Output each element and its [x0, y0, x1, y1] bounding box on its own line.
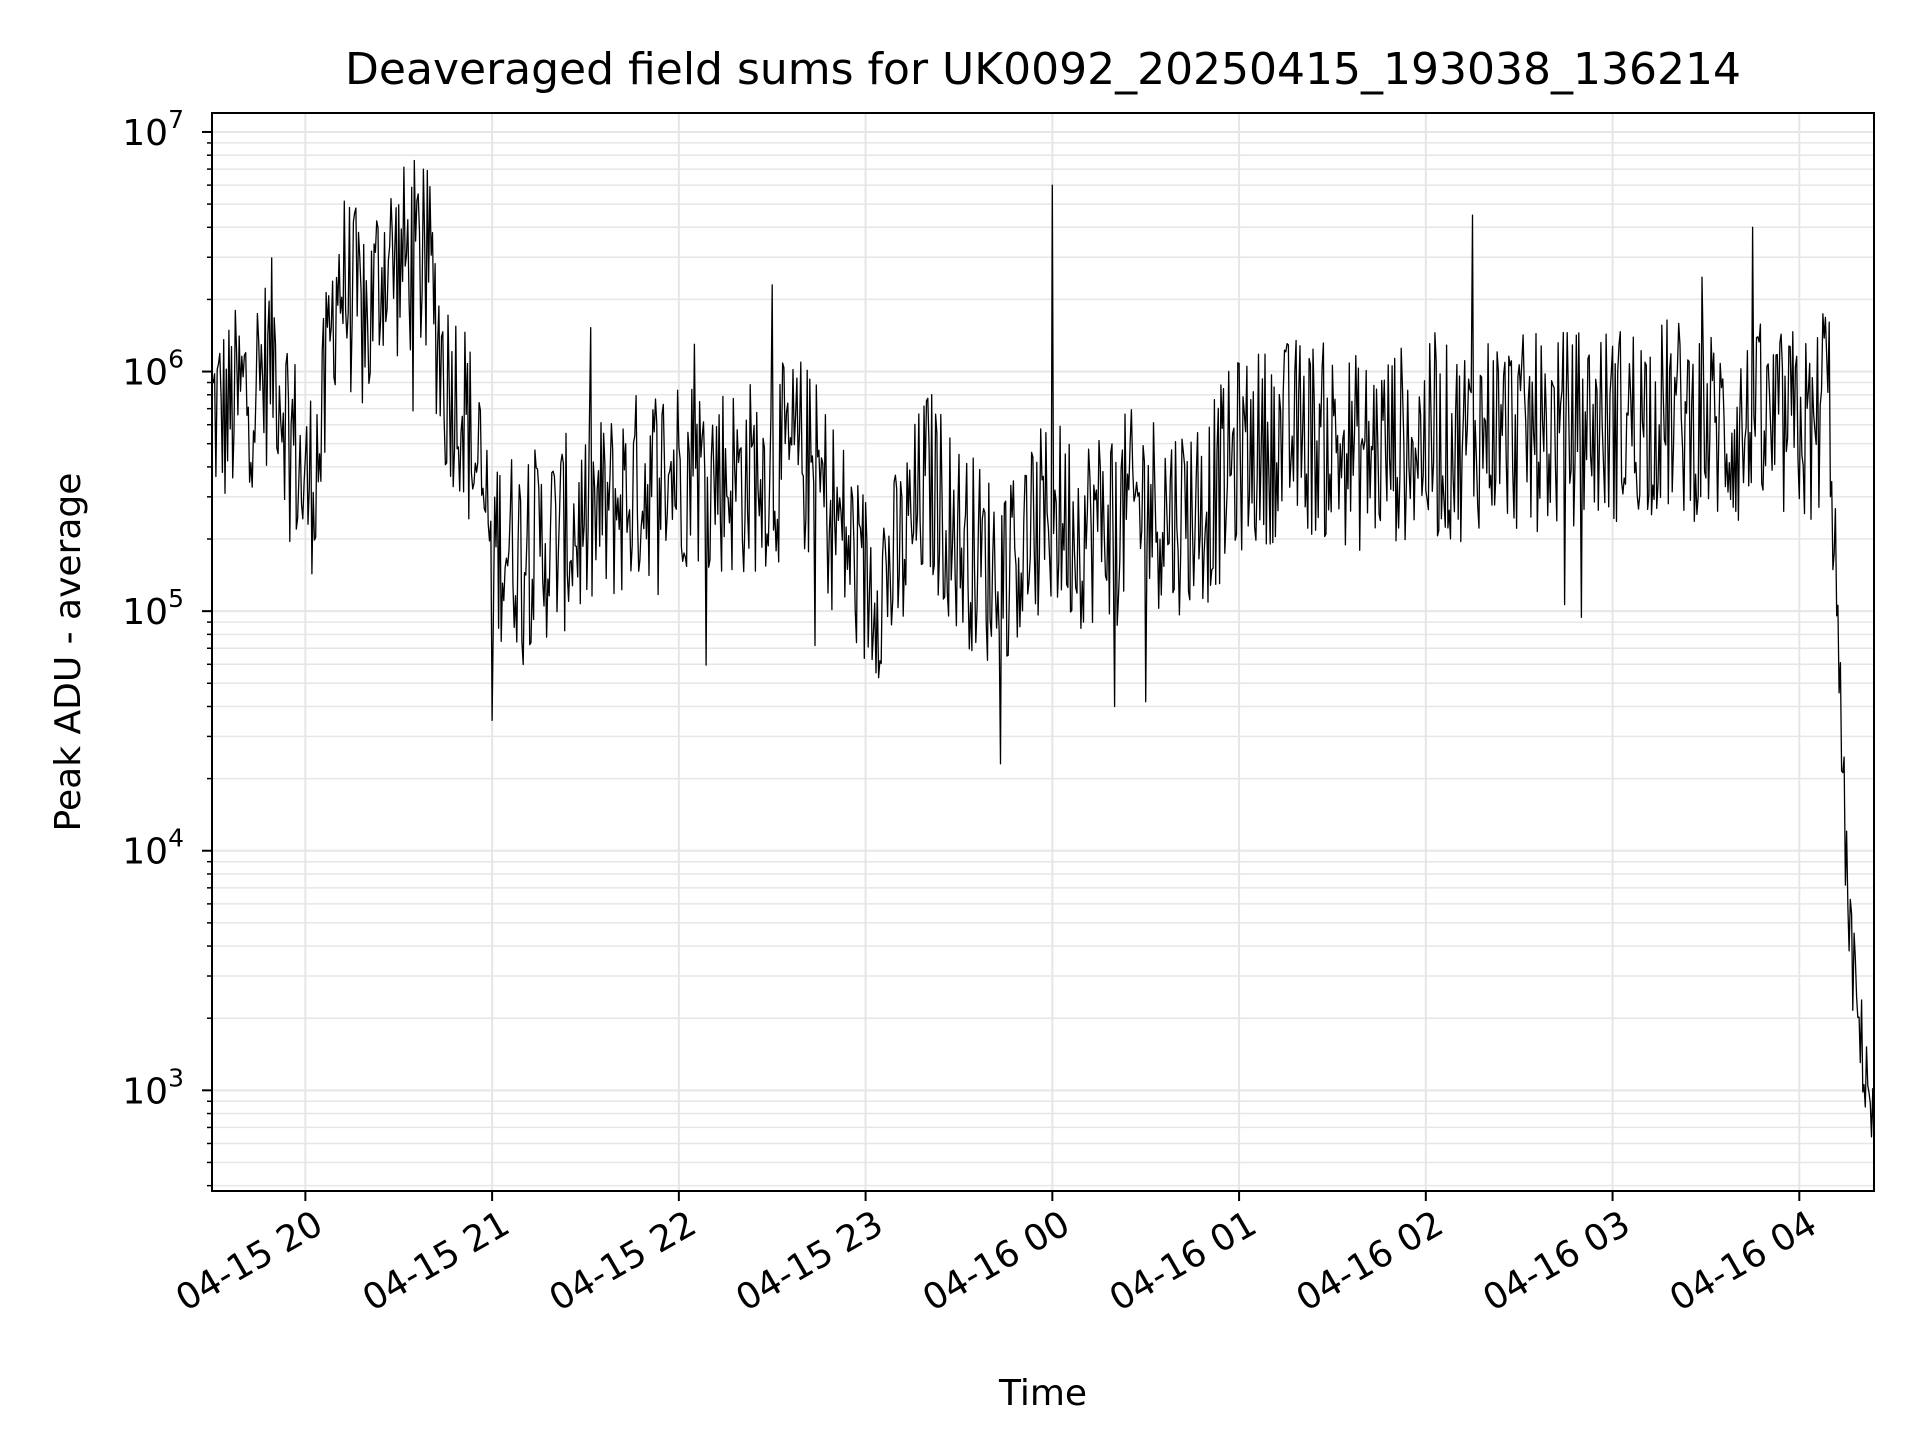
y-axis-label: Peak ADU - average: [48, 473, 89, 832]
plot-frame: [211, 112, 1875, 1192]
y-tick-label: 104: [122, 824, 184, 873]
series-line-path: [211, 159, 1875, 1144]
y-tick-label: 103: [122, 1063, 184, 1112]
chart-title: Deaveraged field sums for UK0092_2025041…: [345, 44, 1741, 95]
y-tick-label: 107: [122, 105, 184, 154]
series-line: [211, 159, 1875, 1144]
y-tick-label: 106: [122, 345, 184, 394]
y-axis: 103 104 105 106 107: [122, 105, 212, 1187]
y-tick-label: 105: [122, 584, 184, 633]
grid: [212, 113, 1874, 1191]
x-axis-label: Time: [998, 1373, 1087, 1414]
